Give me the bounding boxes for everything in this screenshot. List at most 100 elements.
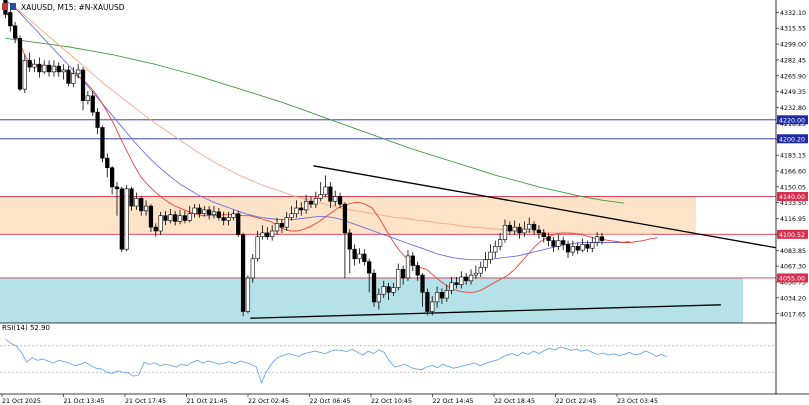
- price-level-badge[interactable]: [777, 115, 808, 125]
- candle-body: [274, 223, 280, 232]
- candle: [546, 232, 551, 247]
- price-tick-label: 4282.45: [780, 57, 806, 64]
- candle-body: [561, 240, 566, 245]
- candle-body: [357, 253, 362, 260]
- candle-body: [56, 65, 61, 73]
- candle-body: [27, 60, 32, 68]
- candle: [51, 60, 57, 77]
- candle: [255, 230, 260, 262]
- candle: [265, 227, 270, 240]
- price-level-badge[interactable]: [777, 191, 808, 201]
- rising-support-trendline[interactable]: [250, 304, 721, 319]
- candle: [95, 108, 100, 135]
- price-tick-label: 4050.75: [780, 280, 806, 287]
- price-level-badge[interactable]: [777, 229, 808, 239]
- price-level-badge[interactable]: [777, 273, 808, 283]
- candle: [362, 249, 367, 266]
- candle-body: [284, 217, 289, 228]
- candle: [512, 220, 517, 235]
- candle-body: [464, 276, 469, 282]
- price-tick-label: 4216.25: [780, 121, 806, 128]
- candle: [454, 276, 459, 289]
- candle-body: [168, 214, 173, 221]
- candle: [497, 232, 503, 251]
- candle-body: [400, 269, 406, 279]
- candle: [216, 207, 221, 221]
- candle-body: [303, 200, 309, 211]
- candle: [439, 288, 445, 304]
- candle-body: [46, 64, 52, 73]
- candle: [76, 64, 81, 79]
- price-axis-background: [776, 0, 809, 405]
- candle: [342, 202, 348, 278]
- candle: [250, 253, 255, 283]
- candle-body: [376, 293, 381, 303]
- candle: [270, 225, 275, 241]
- candle-body: [177, 215, 183, 222]
- candle-body: [415, 265, 420, 276]
- time-tick-label: 21 Oct 17:45: [125, 398, 166, 405]
- candle-body: [430, 301, 435, 312]
- ma-mid-line: [5, 0, 630, 261]
- candle-body: [362, 253, 367, 262]
- candle: [430, 296, 435, 316]
- candle: [17, 35, 23, 92]
- candle: [570, 240, 575, 256]
- candle: [71, 67, 76, 88]
- candle: [32, 59, 37, 72]
- candle-body: [207, 209, 212, 215]
- candle: [541, 229, 546, 243]
- candle-body: [289, 213, 294, 218]
- price-tick-label: 4150.05: [780, 184, 806, 191]
- candle-body: [90, 95, 95, 113]
- candle-body: [163, 215, 168, 221]
- time-tick-label: 21 Oct 2025: [2, 398, 41, 405]
- candle: [376, 288, 381, 310]
- candle-body: [439, 292, 445, 299]
- candle-body: [66, 69, 71, 84]
- candle-body: [139, 198, 144, 212]
- candle-body: [187, 213, 192, 221]
- candle-body: [318, 194, 323, 199]
- descending-resistance-trendline[interactable]: [313, 165, 780, 249]
- candle: [124, 184, 129, 252]
- candle-body: [85, 95, 91, 101]
- candle-body: [260, 232, 265, 238]
- price-level-badge-label: 4220.00: [779, 117, 805, 124]
- price-level-badge-label: 4200.20: [779, 136, 805, 143]
- candle-body: [536, 229, 542, 234]
- price-level-badge[interactable]: [777, 134, 808, 144]
- candle-body: [391, 287, 396, 293]
- candle: [80, 67, 86, 111]
- candle-body: [8, 12, 13, 27]
- candle-body: [590, 242, 595, 249]
- candle-body: [216, 211, 221, 218]
- support-zone: [0, 277, 743, 323]
- candle: [459, 271, 464, 289]
- candle-body: [37, 63, 42, 73]
- price-tick-label: 4332.10: [780, 10, 806, 17]
- candle: [405, 250, 411, 281]
- candle: [381, 280, 386, 299]
- candle: [197, 204, 202, 218]
- candle: [153, 223, 158, 237]
- candle-body: [405, 255, 411, 279]
- candle-body: [294, 207, 299, 215]
- candle: [61, 64, 66, 80]
- candle-body: [192, 207, 197, 215]
- candle-body: [546, 236, 551, 241]
- candle: [100, 125, 105, 162]
- chart-menu-icon[interactable]: [10, 3, 16, 10]
- price-tick-label: 4083.85: [780, 248, 806, 255]
- candle: [289, 206, 294, 221]
- candle-body: [270, 230, 275, 238]
- price-tick-label: 4116.95: [780, 216, 806, 223]
- candle: [236, 210, 241, 237]
- candle: [434, 286, 440, 308]
- candle: [143, 200, 149, 216]
- candle: [37, 57, 42, 78]
- candle: [168, 208, 173, 224]
- candle: [177, 209, 183, 225]
- candle-body: [371, 272, 377, 303]
